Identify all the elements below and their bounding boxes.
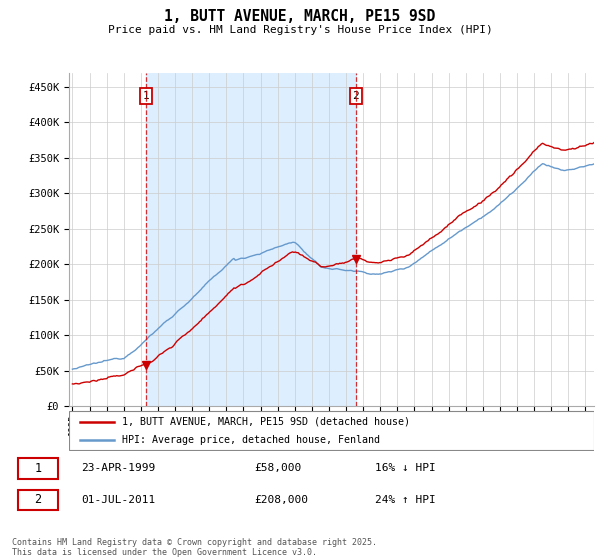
Text: 01-JUL-2011: 01-JUL-2011 xyxy=(81,495,155,505)
Text: HPI: Average price, detached house, Fenland: HPI: Average price, detached house, Fenl… xyxy=(121,435,380,445)
Text: 24% ↑ HPI: 24% ↑ HPI xyxy=(375,495,436,505)
Text: Price paid vs. HM Land Registry's House Price Index (HPI): Price paid vs. HM Land Registry's House … xyxy=(107,25,493,35)
Text: 1, BUTT AVENUE, MARCH, PE15 9SD: 1, BUTT AVENUE, MARCH, PE15 9SD xyxy=(164,9,436,24)
Text: Contains HM Land Registry data © Crown copyright and database right 2025.
This d: Contains HM Land Registry data © Crown c… xyxy=(12,538,377,557)
Text: 16% ↓ HPI: 16% ↓ HPI xyxy=(375,464,436,473)
Text: £208,000: £208,000 xyxy=(254,495,308,505)
Bar xyxy=(18,489,58,510)
Bar xyxy=(146,73,356,406)
Text: £58,000: £58,000 xyxy=(254,464,301,473)
Text: 23-APR-1999: 23-APR-1999 xyxy=(81,464,155,473)
Text: 2: 2 xyxy=(34,493,41,506)
Bar xyxy=(18,458,58,479)
Text: 1: 1 xyxy=(34,462,41,475)
Text: 1: 1 xyxy=(143,91,149,101)
Text: 1, BUTT AVENUE, MARCH, PE15 9SD (detached house): 1, BUTT AVENUE, MARCH, PE15 9SD (detache… xyxy=(121,417,409,427)
Text: 2: 2 xyxy=(353,91,359,101)
